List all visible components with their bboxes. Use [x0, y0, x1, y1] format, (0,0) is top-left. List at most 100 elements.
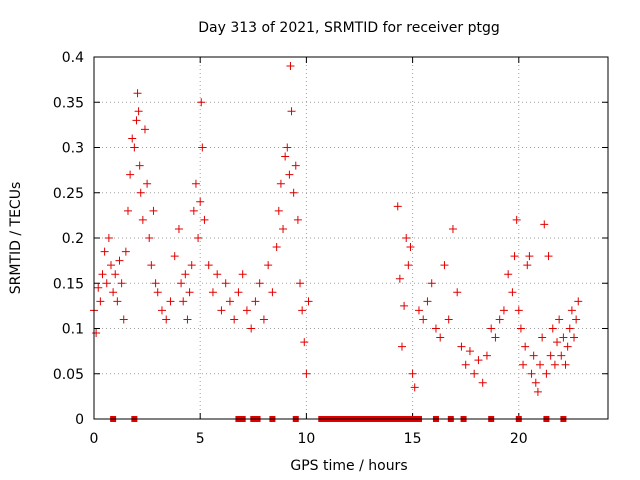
y-tick-label: 0.3: [62, 141, 84, 157]
data-point: [559, 333, 568, 342]
data-point: [427, 279, 436, 288]
data-point: [170, 252, 179, 261]
y-axis-label: SRMTID / TECUs: [8, 182, 24, 295]
data-point: [474, 356, 483, 365]
data-point: [111, 270, 120, 279]
plot-frame: [93, 56, 609, 420]
data-point: [121, 247, 130, 256]
data-point: [183, 315, 192, 324]
data-point: [132, 116, 141, 125]
data-point: [126, 170, 135, 179]
data-point: [531, 378, 540, 387]
data-point: [574, 297, 583, 306]
data-point: [555, 315, 564, 324]
data-point: [470, 369, 479, 378]
data-point: [519, 360, 528, 369]
data-point: [194, 234, 203, 242]
data-point: [419, 315, 428, 324]
data-point: [542, 369, 551, 378]
data-point: [478, 378, 487, 387]
data-point: [291, 161, 300, 170]
data-point: [162, 315, 171, 324]
data-point: [561, 360, 570, 369]
data-point: [525, 252, 534, 261]
y-tick-label: 0.05: [53, 367, 84, 383]
data-point: [279, 224, 288, 233]
y-tick-label: 0.4: [62, 50, 84, 66]
data-point: [302, 369, 311, 378]
data-point: [546, 351, 555, 360]
data-point: [189, 206, 198, 215]
data-point: [440, 261, 449, 270]
data-point: [527, 369, 536, 378]
data-point: [136, 188, 145, 197]
data-point: [410, 383, 419, 392]
data-point: [289, 188, 298, 197]
data-point: [567, 306, 576, 315]
data-point: [444, 315, 453, 324]
data-point: [113, 297, 122, 306]
data-point: [200, 215, 209, 224]
data-point: [461, 360, 470, 369]
data-point: [550, 360, 559, 369]
x-axis-label: GPS time / hours: [290, 458, 407, 474]
x-tick-label: 10: [297, 431, 315, 447]
data-point: [510, 252, 519, 261]
data-point: [119, 315, 128, 324]
data-point: [135, 161, 144, 170]
data-point: [217, 306, 226, 315]
data-point: [499, 306, 508, 315]
data-point: [523, 261, 532, 270]
data-point: [465, 347, 474, 356]
data-point: [495, 315, 504, 324]
data-point: [104, 234, 113, 242]
data-point: [406, 243, 415, 252]
data-point: [400, 301, 409, 310]
data-point: [230, 315, 239, 324]
data-point: [264, 261, 273, 270]
data-point: [565, 324, 574, 333]
data-point: [457, 342, 466, 351]
data-point: [185, 288, 194, 297]
data-point: [191, 179, 200, 188]
data-point: [570, 333, 579, 342]
data-point: [298, 306, 307, 315]
data-point: [408, 369, 417, 378]
data-point: [304, 297, 313, 306]
data-point: [130, 143, 139, 152]
data-point: [221, 279, 230, 288]
data-point: [514, 306, 523, 315]
data-point: [134, 107, 143, 116]
data-point: [225, 297, 234, 306]
data-point: [179, 297, 188, 306]
data-point: [436, 333, 445, 342]
data-point: [238, 270, 247, 279]
data-point: [285, 170, 294, 179]
axis-ticks: 0 0.05 0.1 0.15 0.2 0.25 0.3 0.35 0.4 0 5 10 15 20: [53, 50, 608, 447]
data-point: [563, 342, 572, 351]
data-point: [140, 125, 149, 134]
data-point: [553, 338, 562, 347]
data-point: [208, 288, 217, 297]
data-point: [276, 179, 285, 188]
data-point: [540, 220, 549, 229]
data-point: [157, 306, 166, 315]
data-point: [197, 98, 206, 107]
x-tick-label: 15: [404, 431, 422, 447]
data-point: [274, 206, 283, 215]
data-point: [213, 270, 222, 279]
data-point: [431, 324, 440, 333]
data-point: [572, 315, 581, 324]
data-point: [259, 315, 268, 324]
data-point: [286, 62, 295, 71]
data-point: [247, 324, 256, 333]
data-point: [196, 197, 205, 206]
data-point: [255, 279, 264, 288]
y-tick-label: 0.35: [53, 95, 84, 111]
data-point: [123, 206, 132, 215]
data-point: [100, 247, 109, 256]
data-point: [181, 270, 190, 279]
data-point: [204, 261, 213, 270]
data-point: [300, 338, 309, 347]
